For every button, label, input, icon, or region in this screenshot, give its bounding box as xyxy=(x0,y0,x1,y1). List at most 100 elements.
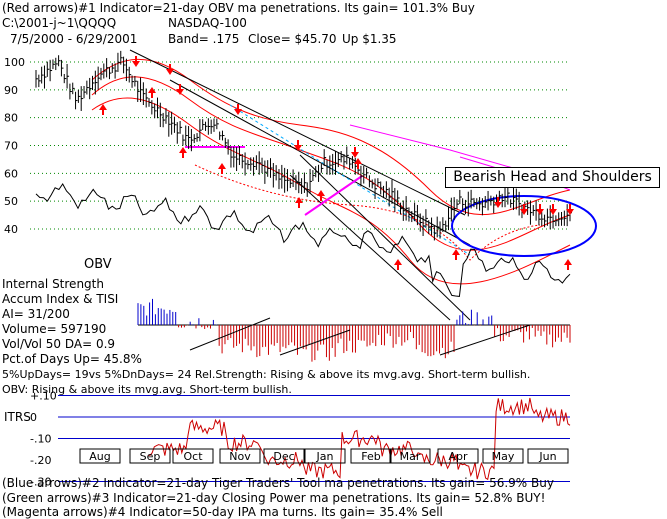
price-bar xyxy=(374,178,378,200)
price-bar xyxy=(363,165,366,184)
price-bar xyxy=(312,170,315,182)
price-bar xyxy=(156,97,160,119)
price-bar xyxy=(340,151,344,163)
footer-indicator-2: (Blue arrows)#2 Indicator=21-day Tiger T… xyxy=(2,476,554,490)
price-bar xyxy=(134,75,137,87)
itrs-y-tick: -.30 xyxy=(30,476,51,489)
price-bar xyxy=(46,61,50,77)
price-bar xyxy=(154,103,157,119)
price-bar xyxy=(425,209,428,228)
itrs-line xyxy=(147,397,571,481)
buy-arrow xyxy=(452,249,460,260)
price-bar xyxy=(512,185,516,211)
price-bar xyxy=(258,151,262,175)
file-path: C:\2001-j~1\QQQQ xyxy=(2,16,117,30)
price-bar xyxy=(383,185,386,199)
price-bar xyxy=(561,211,564,226)
price-bar xyxy=(549,205,553,230)
price-bar xyxy=(470,189,474,209)
price-bars xyxy=(35,50,572,241)
price-bar xyxy=(89,77,92,100)
price-bar xyxy=(479,197,482,211)
ai-value: AI= 31/200 xyxy=(2,307,70,321)
price-bar xyxy=(284,167,287,193)
price-y-tick: 90 xyxy=(4,84,18,97)
month-box xyxy=(263,448,305,464)
price-bar xyxy=(544,214,547,228)
price-bar xyxy=(464,199,468,215)
price-bar xyxy=(422,215,426,236)
price-bar xyxy=(43,65,47,89)
price-bar xyxy=(439,221,443,239)
price-bar xyxy=(498,190,502,201)
price-bar xyxy=(210,119,214,134)
price-bar xyxy=(405,196,409,221)
price-bar xyxy=(459,189,462,205)
sell-arrow xyxy=(132,56,140,67)
price-bar xyxy=(106,58,109,78)
price-bar xyxy=(219,131,222,140)
price-bar xyxy=(563,210,567,226)
price-bar xyxy=(49,59,53,82)
price-bar xyxy=(123,56,126,74)
price-bar xyxy=(555,215,558,227)
price-bar xyxy=(117,52,120,72)
price-bar xyxy=(103,63,106,79)
price-bar xyxy=(69,83,72,100)
price-bar xyxy=(247,159,250,170)
price-overlays xyxy=(91,49,597,321)
price-y-tick: 50 xyxy=(4,195,18,208)
price-bar xyxy=(397,190,400,206)
price-y-tick: 80 xyxy=(4,112,18,125)
price-bar xyxy=(493,196,496,214)
price-y-tick: 100 xyxy=(4,56,25,69)
sell-arrow xyxy=(536,204,544,215)
price-bar xyxy=(261,157,265,174)
month-label: Oct xyxy=(183,450,203,463)
month-box xyxy=(79,448,121,464)
price-bar xyxy=(236,147,239,172)
price-bar xyxy=(408,207,411,222)
price-bar xyxy=(431,217,434,236)
price-bar xyxy=(337,152,341,168)
magenta-segment-2 xyxy=(304,175,363,216)
price-bar xyxy=(253,157,256,176)
month-box xyxy=(389,448,431,464)
buy-arrow xyxy=(564,259,572,270)
sell-arrow xyxy=(351,147,359,158)
price-bar xyxy=(448,206,451,231)
price-bar xyxy=(566,204,570,227)
price-bar xyxy=(83,85,87,99)
price-bar xyxy=(402,200,406,221)
price-bar xyxy=(532,205,536,216)
price-bar xyxy=(97,66,101,90)
price-bar xyxy=(114,63,118,79)
price-bar xyxy=(487,190,491,211)
month-box xyxy=(304,448,346,464)
accum-bars xyxy=(137,298,571,362)
sell-arrow xyxy=(494,197,502,208)
price-bar xyxy=(351,156,355,169)
trend-line-4 xyxy=(299,154,471,321)
month-label: Jun xyxy=(538,450,556,463)
price-y-tick: 40 xyxy=(4,223,18,236)
price-bar xyxy=(241,154,245,169)
price-bar xyxy=(142,82,146,106)
price-bar xyxy=(272,163,276,188)
price-bar xyxy=(360,165,363,187)
price-bar xyxy=(558,212,561,227)
month-label: Aug xyxy=(89,450,110,463)
price-bar xyxy=(281,164,284,189)
price-bar xyxy=(366,167,369,178)
price-bar xyxy=(86,80,89,95)
volvol-value: Vol/Vol 50 DA= 0.9 xyxy=(2,337,116,351)
itrs-y-tick: -.20 xyxy=(30,454,51,467)
price-bar xyxy=(450,197,454,222)
month-label: Sep xyxy=(140,450,161,463)
price-bar xyxy=(419,213,423,232)
change-value: Up $1.35 xyxy=(342,32,397,46)
sell-arrow xyxy=(294,140,302,151)
price-bar xyxy=(453,197,457,220)
price-bar xyxy=(108,67,112,80)
price-bar xyxy=(80,86,84,111)
